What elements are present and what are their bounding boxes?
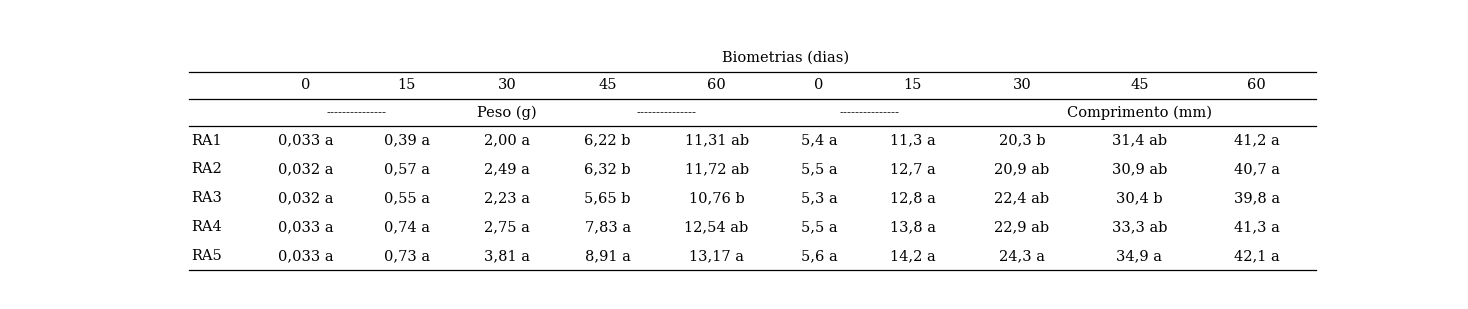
Text: 2,23 a: 2,23 a: [484, 191, 530, 205]
Text: 12,8 a: 12,8 a: [890, 191, 935, 205]
Text: 30: 30: [1013, 78, 1031, 92]
Text: 41,2 a: 41,2 a: [1235, 134, 1280, 148]
Text: 30: 30: [498, 78, 517, 92]
Text: 2,00 a: 2,00 a: [484, 134, 530, 148]
Text: 15: 15: [904, 78, 922, 92]
Text: 0,39 a: 0,39 a: [383, 134, 430, 148]
Text: ---------------: ---------------: [840, 106, 900, 119]
Text: 13,17 a: 13,17 a: [688, 249, 744, 263]
Text: 2,49 a: 2,49 a: [484, 163, 530, 176]
Text: 8,91 a: 8,91 a: [584, 249, 631, 263]
Text: ---------------: ---------------: [326, 106, 386, 119]
Text: Peso (g): Peso (g): [477, 105, 537, 120]
Text: 0,033 a: 0,033 a: [279, 220, 333, 234]
Text: 7,83 a: 7,83 a: [584, 220, 631, 234]
Text: 0,032 a: 0,032 a: [279, 163, 333, 176]
Text: 31,4 ab: 31,4 ab: [1111, 134, 1167, 148]
Text: 14,2 a: 14,2 a: [890, 249, 935, 263]
Text: 34,9 a: 34,9 a: [1116, 249, 1163, 263]
Text: 10,76 b: 10,76 b: [688, 191, 744, 205]
Text: 60: 60: [1248, 78, 1265, 92]
Text: 13,8 a: 13,8 a: [890, 220, 935, 234]
Text: Biometrias (dias): Biometrias (dias): [722, 51, 849, 65]
Text: 20,3 b: 20,3 b: [998, 134, 1045, 148]
Text: RA3: RA3: [191, 191, 222, 205]
Text: 40,7 a: 40,7 a: [1233, 163, 1280, 176]
Text: 11,3 a: 11,3 a: [890, 134, 935, 148]
Text: 15: 15: [398, 78, 415, 92]
Text: 3,81 a: 3,81 a: [484, 249, 530, 263]
Text: 0: 0: [815, 78, 824, 92]
Text: 0,73 a: 0,73 a: [383, 249, 430, 263]
Text: 41,3 a: 41,3 a: [1233, 220, 1280, 234]
Text: RA4: RA4: [191, 220, 222, 234]
Text: RA5: RA5: [191, 249, 222, 263]
Text: 12,7 a: 12,7 a: [890, 163, 935, 176]
Text: 22,4 ab: 22,4 ab: [994, 191, 1050, 205]
Text: 6,22 b: 6,22 b: [584, 134, 631, 148]
Text: 30,4 b: 30,4 b: [1116, 191, 1163, 205]
Text: 33,3 ab: 33,3 ab: [1111, 220, 1167, 234]
Text: 42,1 a: 42,1 a: [1235, 249, 1280, 263]
Text: 45: 45: [599, 78, 617, 92]
Text: 0,032 a: 0,032 a: [279, 191, 333, 205]
Text: 11,31 ab: 11,31 ab: [684, 134, 749, 148]
Text: RA2: RA2: [191, 163, 222, 176]
Text: 5,65 b: 5,65 b: [584, 191, 631, 205]
Text: 22,9 ab: 22,9 ab: [994, 220, 1050, 234]
Text: 39,8 a: 39,8 a: [1233, 191, 1280, 205]
Text: 0: 0: [301, 78, 311, 92]
Text: 24,3 a: 24,3 a: [998, 249, 1045, 263]
Text: 5,6 a: 5,6 a: [800, 249, 837, 263]
Text: 0,74 a: 0,74 a: [383, 220, 430, 234]
Text: 11,72 ab: 11,72 ab: [684, 163, 749, 176]
Text: 0,57 a: 0,57 a: [383, 163, 430, 176]
Text: Comprimento (mm): Comprimento (mm): [1067, 105, 1211, 120]
Text: RA1: RA1: [191, 134, 222, 148]
Text: 5,5 a: 5,5 a: [800, 163, 837, 176]
Text: ---------------: ---------------: [636, 106, 696, 119]
Text: 12,54 ab: 12,54 ab: [684, 220, 749, 234]
Text: 5,3 a: 5,3 a: [800, 191, 837, 205]
Text: 0,033 a: 0,033 a: [279, 134, 333, 148]
Text: 20,9 ab: 20,9 ab: [994, 163, 1050, 176]
Text: 60: 60: [708, 78, 727, 92]
Text: 2,75 a: 2,75 a: [484, 220, 530, 234]
Text: 6,32 b: 6,32 b: [584, 163, 631, 176]
Text: 5,4 a: 5,4 a: [800, 134, 837, 148]
Text: 45: 45: [1130, 78, 1148, 92]
Text: 5,5 a: 5,5 a: [800, 220, 837, 234]
Text: 30,9 ab: 30,9 ab: [1111, 163, 1167, 176]
Text: 0,55 a: 0,55 a: [383, 191, 430, 205]
Text: 0,033 a: 0,033 a: [279, 249, 333, 263]
